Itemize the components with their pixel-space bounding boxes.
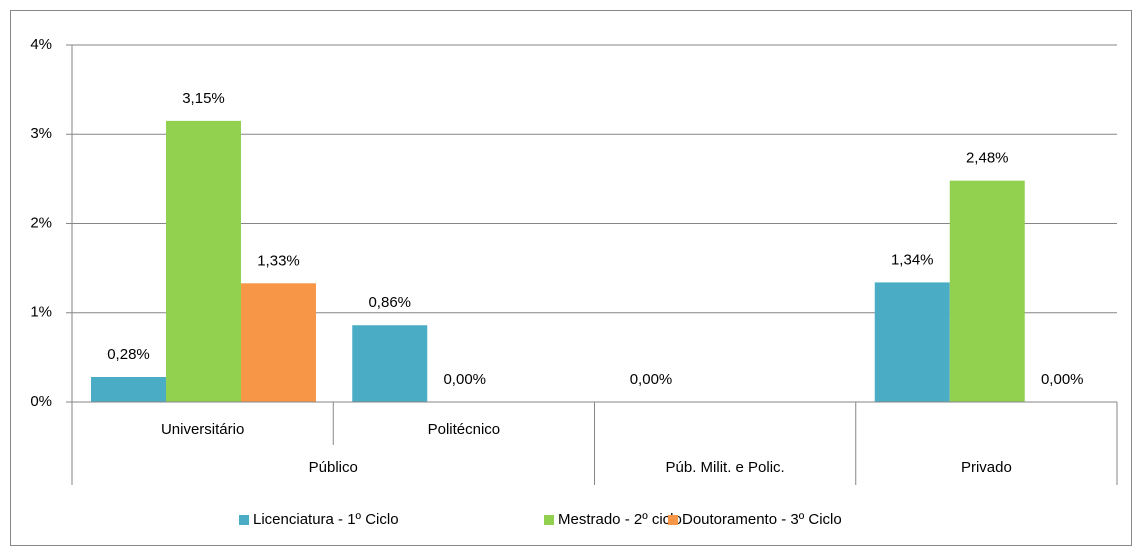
legend-swatch [544, 515, 554, 525]
bar [352, 325, 428, 402]
group-label: Público [309, 459, 358, 476]
bar [874, 282, 950, 402]
y-tick-label: 1% [30, 304, 52, 321]
x-tick-label: Universitário [161, 421, 244, 438]
y-tick-label: 0% [30, 393, 52, 410]
y-tick-label: 2% [30, 214, 52, 231]
data-label: 1,34% [891, 251, 934, 268]
bar [91, 377, 166, 402]
y-tick-label: 3% [30, 125, 52, 142]
data-label: 2,48% [966, 150, 1009, 167]
legend-swatch [668, 515, 678, 525]
data-label: 3,15% [182, 90, 225, 107]
data-label: 0,00% [630, 371, 673, 388]
bar [949, 180, 1025, 402]
data-label: 0,86% [368, 294, 411, 311]
legend-label: Licenciatura - 1º Ciclo [253, 511, 399, 528]
data-label: 0,00% [443, 371, 486, 388]
legend-swatch [239, 515, 249, 525]
x-tick-label: Politécnico [428, 421, 501, 438]
bar [241, 283, 316, 402]
data-label: 1,33% [257, 252, 300, 269]
legend-label: Doutoramento - 3º Ciclo [682, 511, 842, 528]
data-label: 0,00% [1041, 371, 1084, 388]
y-tick-label: 4% [30, 36, 52, 53]
data-label: 0,28% [107, 346, 150, 363]
legend-label: Mestrado - 2º ciclo [558, 511, 682, 528]
bar [166, 120, 241, 403]
group-label: Púb. Milit. e Polic. [666, 459, 785, 476]
group-label: Privado [961, 459, 1012, 476]
